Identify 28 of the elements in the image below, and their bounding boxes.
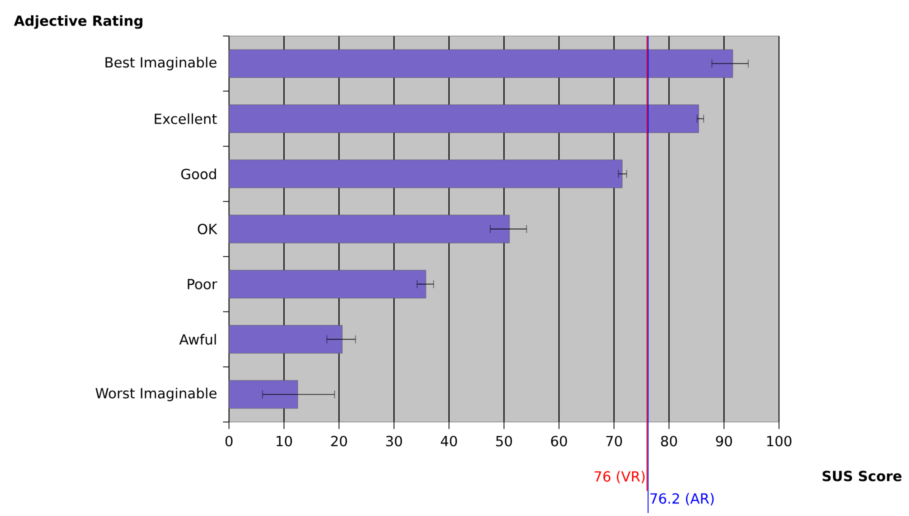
bar xyxy=(228,104,699,133)
y-tick-label: Awful xyxy=(179,334,216,345)
x-axis-title: SUS Score xyxy=(822,470,902,482)
y-tick-label: OK xyxy=(198,224,218,234)
ref-line-label: 76 (VR) xyxy=(594,470,645,484)
x-tick-label: 60 xyxy=(551,436,567,446)
y-tick-label: Good xyxy=(181,168,216,180)
ref-line-label: 76.2 (AR) xyxy=(650,492,714,506)
y-tick-label: Poor xyxy=(188,278,218,290)
x-tick-label: 80 xyxy=(661,436,677,446)
x-tick-label: 10 xyxy=(276,436,292,446)
y-tick-label: Excellent xyxy=(154,113,217,124)
y-tick-label: Worst Imaginable xyxy=(96,388,216,402)
x-tick-label: 0 xyxy=(225,436,233,446)
y-tick-label: Best Imaginable xyxy=(106,56,216,70)
x-tick-label: 50 xyxy=(496,436,512,446)
bar xyxy=(228,214,510,244)
x-tick-label: 100 xyxy=(767,436,792,446)
bar xyxy=(228,270,426,298)
y-axis-title: Adjective Rating xyxy=(14,15,142,29)
bar xyxy=(228,160,622,188)
x-tick-label: 20 xyxy=(331,436,347,446)
x-tick-label: 70 xyxy=(606,436,622,446)
x-tick-label: 90 xyxy=(716,436,732,446)
bar xyxy=(228,325,342,354)
x-tick-label: 30 xyxy=(386,436,402,446)
bar xyxy=(228,49,734,78)
x-tick-label: 40 xyxy=(440,436,457,446)
